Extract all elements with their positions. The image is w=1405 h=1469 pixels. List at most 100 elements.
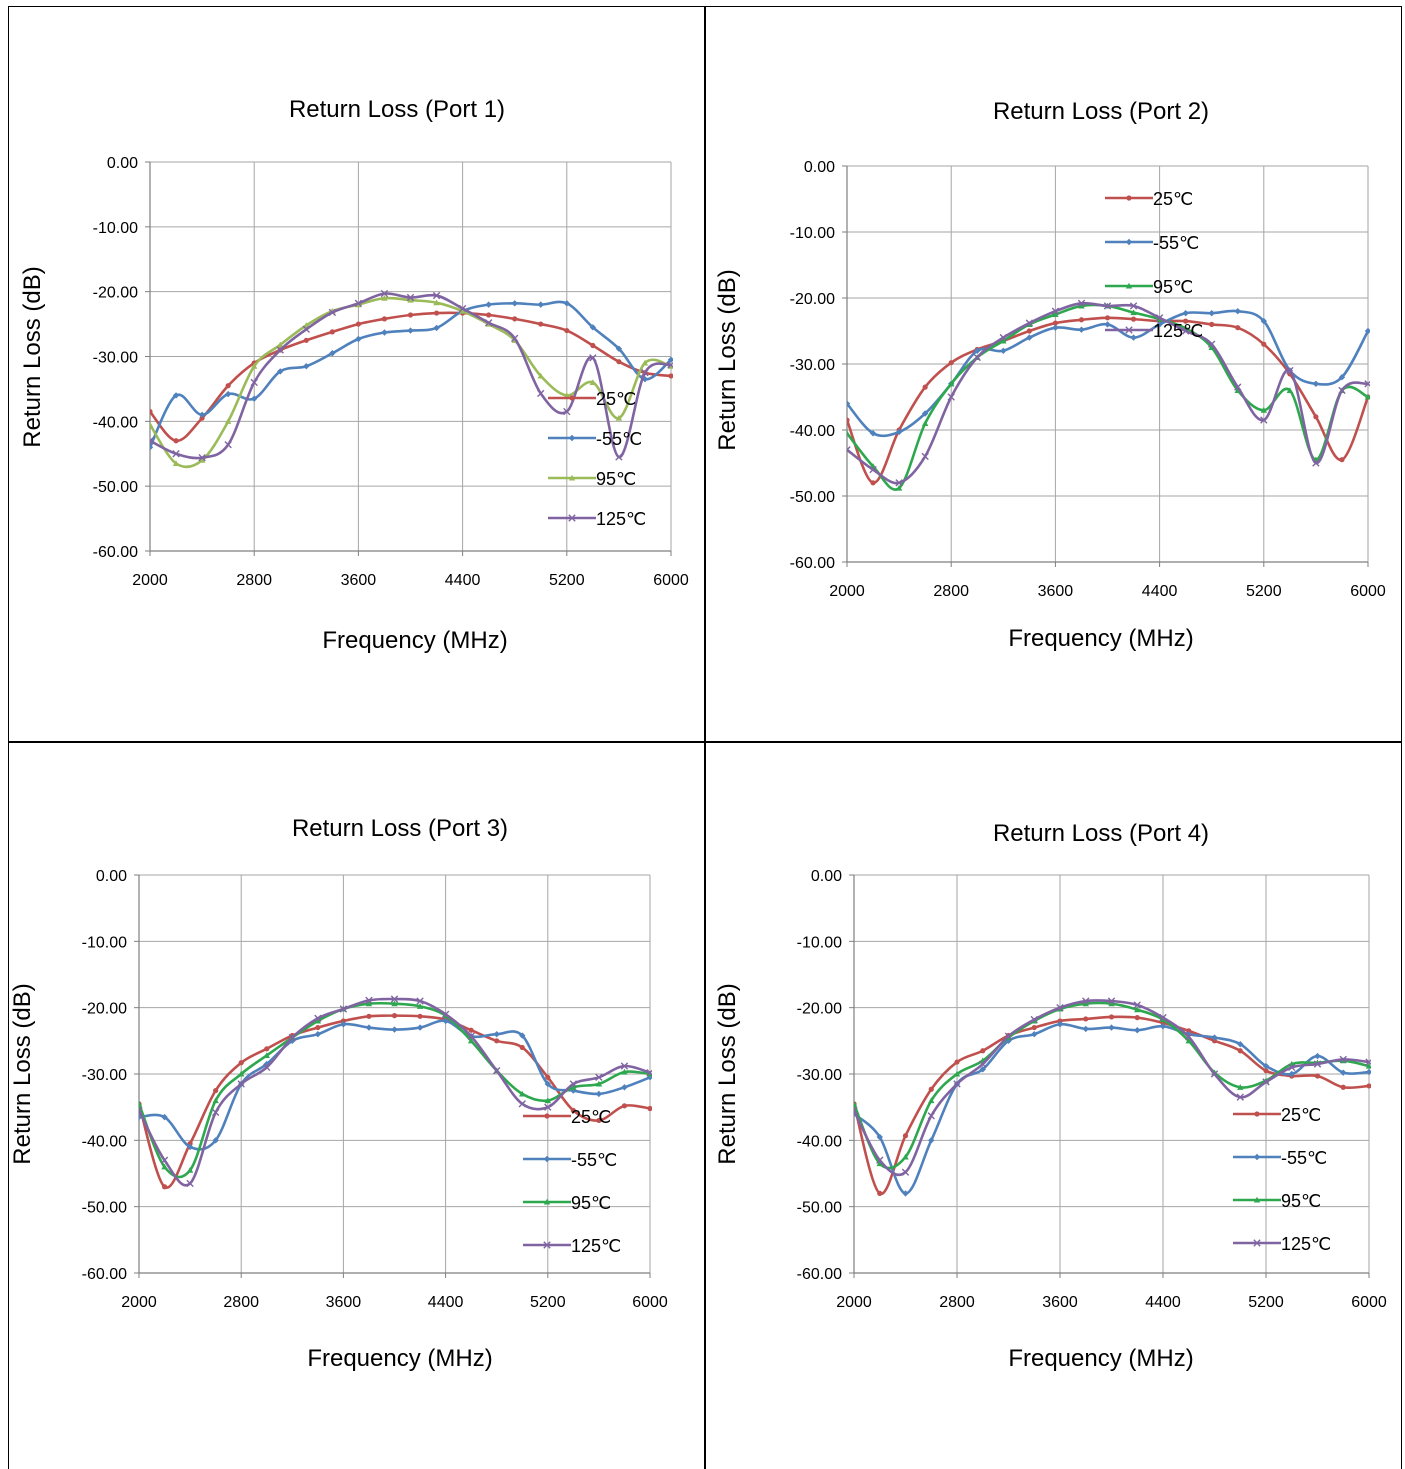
legend-label: 95℃ [1281,1191,1321,1211]
data-point [432,291,441,300]
data-point [544,1080,551,1088]
data-point [847,400,851,407]
legend-label: 25℃ [571,1107,611,1127]
data-point [1288,1070,1295,1078]
data-point [1078,317,1085,323]
data-point [1208,344,1215,351]
data-point [1236,1093,1244,1101]
data-point [1104,321,1111,328]
data-point [355,321,361,327]
data-point [620,1062,629,1070]
data-point [224,440,232,449]
data-point [365,1024,373,1031]
data-point [366,1013,372,1019]
data-point [595,1080,603,1087]
y-tick-label: -40.00 [82,1133,127,1150]
data-point [1364,393,1370,400]
x-tick-label: 6000 [632,1294,668,1311]
data-point [186,1143,194,1151]
data-point [150,444,154,451]
data-point [173,438,179,444]
legend-entry: 125℃ [548,509,646,529]
data-point [381,294,388,301]
chart-port-1: 0.00 -10.00 -20.00 -30.00 -40.00 -50.00 -60.00… [19,96,689,654]
legend-label: 125℃ [1281,1234,1331,1254]
data-point [328,308,337,317]
data-point [441,1010,450,1018]
data-point [199,415,205,421]
data-point [1108,1014,1115,1020]
data-point [340,1021,347,1028]
data-point [1133,1001,1141,1009]
data-point [544,1103,552,1111]
legend-marker [1254,1111,1260,1117]
legend-marker [1253,1153,1261,1161]
data-point [1159,1016,1167,1023]
legend-marker [1125,282,1133,289]
legend-label: 95℃ [596,469,636,489]
y-tick-label: -60.00 [797,1266,842,1283]
data-point [1185,1033,1193,1041]
data-point [1313,414,1319,420]
data-point [921,420,929,426]
data-point [1338,386,1346,395]
y-tick-label: -20.00 [93,285,138,302]
data-point [570,1084,577,1090]
y-tick-label: -50.00 [82,1200,127,1217]
data-point [391,1000,398,1007]
y-tick-label: -30.00 [93,350,138,367]
data-point [302,325,310,333]
data-point [303,337,309,343]
data-point [139,1100,143,1107]
data-point [1134,1015,1140,1021]
data-point [646,1068,652,1077]
legend-marker [543,1155,551,1163]
data-point [1261,341,1267,347]
data-point [198,457,206,463]
data-point [277,341,284,348]
data-point [902,1190,909,1197]
x-tick-label: 6000 [1350,583,1386,600]
data-point [615,345,623,352]
data-point [1183,318,1189,324]
data-point [1181,327,1190,335]
data-point [263,1063,271,1072]
data-point [1108,1024,1115,1031]
data-point [238,1060,244,1066]
data-point [641,375,649,383]
legend-label: 125℃ [1153,321,1203,341]
data-point [212,1137,219,1144]
data-point [1156,321,1163,328]
data-point [1339,457,1345,463]
legend-label: 25℃ [596,389,636,409]
y-tick-label: -10.00 [82,934,127,951]
data-point [641,369,649,377]
x-axis-label: Frequency (MHz) [322,627,507,654]
data-point [869,430,877,437]
series-3 [150,294,673,469]
data-point [854,1106,858,1115]
data-point [1186,1028,1192,1034]
data-point [895,479,903,487]
data-point [589,354,597,362]
data-point [615,453,623,461]
data-point [1211,1034,1218,1041]
data-point [1103,302,1112,310]
y-tick-label: -40.00 [790,423,835,440]
data-point [667,361,673,369]
data-point [1260,407,1267,413]
legend-marker [1253,1239,1261,1247]
data-point [224,390,232,398]
legend-entry: -55℃ [548,429,642,449]
data-point [928,1097,935,1104]
y-tick-label: -20.00 [797,1001,842,1018]
data-point [615,414,623,421]
data-point [538,321,544,327]
legend-marker [544,1113,550,1119]
x-tick-label: 6000 [653,572,689,589]
y-axis-label: Return Loss (dB) [9,983,36,1164]
data-point [928,1137,935,1144]
data-point [416,1003,424,1009]
data-point [1314,1073,1321,1079]
